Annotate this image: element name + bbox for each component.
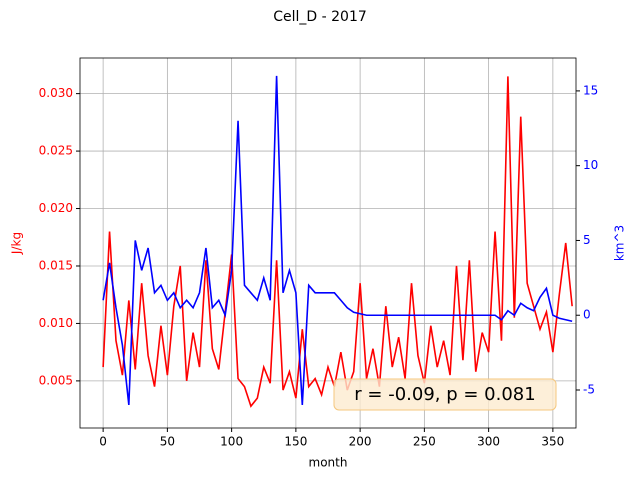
x-tick-label: 300 bbox=[477, 435, 500, 449]
y2-tick-label: 10 bbox=[583, 158, 598, 172]
x-tick-label: 150 bbox=[284, 435, 307, 449]
y-tick-label: 0.020 bbox=[39, 201, 73, 215]
series-line bbox=[102, 75, 573, 406]
annotation: r = -0.09, p = 0.081 bbox=[354, 384, 535, 405]
y-axis-label: J/kg bbox=[10, 232, 24, 255]
plot-frame bbox=[79, 57, 577, 429]
y2-tick-label: -5 bbox=[583, 383, 595, 397]
annotation-box bbox=[333, 378, 557, 411]
series-line bbox=[102, 76, 573, 408]
y-tick-label: 0.030 bbox=[39, 86, 73, 100]
y-tick-label: 0.015 bbox=[39, 258, 73, 272]
x-tick-label: 250 bbox=[413, 435, 436, 449]
y-tick-label: 0.010 bbox=[39, 316, 73, 330]
y-tick-label: 0.005 bbox=[39, 373, 73, 387]
x-axis-label: month bbox=[309, 456, 348, 470]
y2-tick-label: 5 bbox=[583, 233, 591, 247]
x-tick-label: 100 bbox=[220, 435, 243, 449]
y2-tick-label: 15 bbox=[583, 83, 598, 97]
x-tick-label: 0 bbox=[99, 435, 107, 449]
y2-axis-label: km^3 bbox=[613, 225, 627, 261]
y2-tick-label: 0 bbox=[583, 308, 591, 322]
x-tick-label: 350 bbox=[541, 435, 564, 449]
chart-title: Cell_D - 2017 bbox=[273, 9, 367, 25]
x-tick-label: 50 bbox=[160, 435, 175, 449]
y-tick-label: 0.025 bbox=[39, 144, 73, 158]
x-tick-label: 200 bbox=[349, 435, 372, 449]
